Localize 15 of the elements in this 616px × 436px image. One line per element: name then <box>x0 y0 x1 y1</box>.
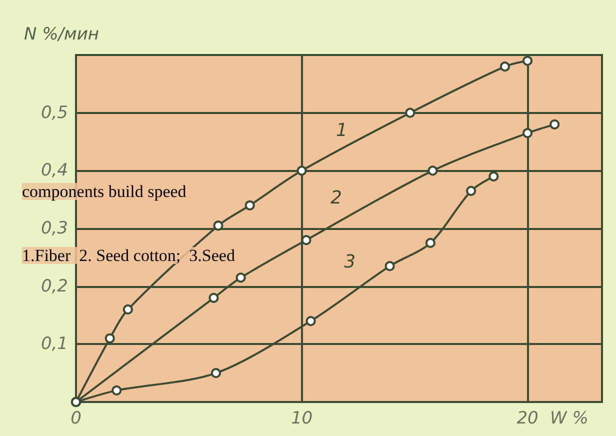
series-label: 3 <box>344 252 356 273</box>
y-tick-label: 0,3 <box>40 218 68 238</box>
y-axis-title: N %/мин <box>24 24 99 44</box>
annotation: components build speed <box>22 182 187 201</box>
series-label: 2 <box>330 188 342 209</box>
x-tick-label: 0 <box>70 408 82 428</box>
y-tick-label: 0,1 <box>40 334 68 354</box>
x-tick-label: 10 <box>290 408 313 428</box>
y-tick-label: 0,2 <box>40 276 68 296</box>
series-label: 1 <box>336 120 348 142</box>
y-tick-label: 0,5 <box>40 102 68 123</box>
x-tick-label: 20 <box>516 408 538 428</box>
x-axis-title: W % <box>550 408 588 428</box>
y-tick-label: 0,4 <box>40 160 68 181</box>
annotation: 1.Fiber 2. Seed cotton; 3.Seed <box>22 246 236 265</box>
